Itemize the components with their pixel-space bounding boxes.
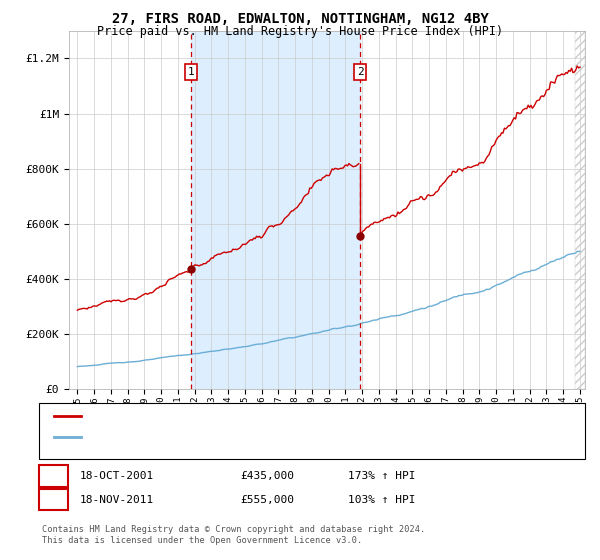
Text: 2: 2 — [50, 494, 57, 505]
Text: 27, FIRS ROAD, EDWALTON, NOTTINGHAM, NG12 4BY (detached house): 27, FIRS ROAD, EDWALTON, NOTTINGHAM, NG1… — [87, 410, 475, 421]
Text: 2: 2 — [357, 67, 364, 77]
Text: 27, FIRS ROAD, EDWALTON, NOTTINGHAM, NG12 4BY: 27, FIRS ROAD, EDWALTON, NOTTINGHAM, NG1… — [112, 12, 488, 26]
Text: £555,000: £555,000 — [240, 494, 294, 505]
Text: £435,000: £435,000 — [240, 471, 294, 481]
Bar — [191, 31, 360, 389]
Text: Contains HM Land Registry data © Crown copyright and database right 2024.
This d: Contains HM Land Registry data © Crown c… — [42, 525, 425, 545]
Text: 18-OCT-2001: 18-OCT-2001 — [80, 471, 154, 481]
Text: 103% ↑ HPI: 103% ↑ HPI — [348, 494, 415, 505]
Text: Price paid vs. HM Land Registry's House Price Index (HPI): Price paid vs. HM Land Registry's House … — [97, 25, 503, 38]
Text: 173% ↑ HPI: 173% ↑ HPI — [348, 471, 415, 481]
Text: 1: 1 — [188, 67, 194, 77]
Text: HPI: Average price, detached house, Rushcliffe: HPI: Average price, detached house, Rush… — [87, 432, 374, 442]
Text: 18-NOV-2011: 18-NOV-2011 — [80, 494, 154, 505]
Text: 1: 1 — [50, 471, 57, 481]
